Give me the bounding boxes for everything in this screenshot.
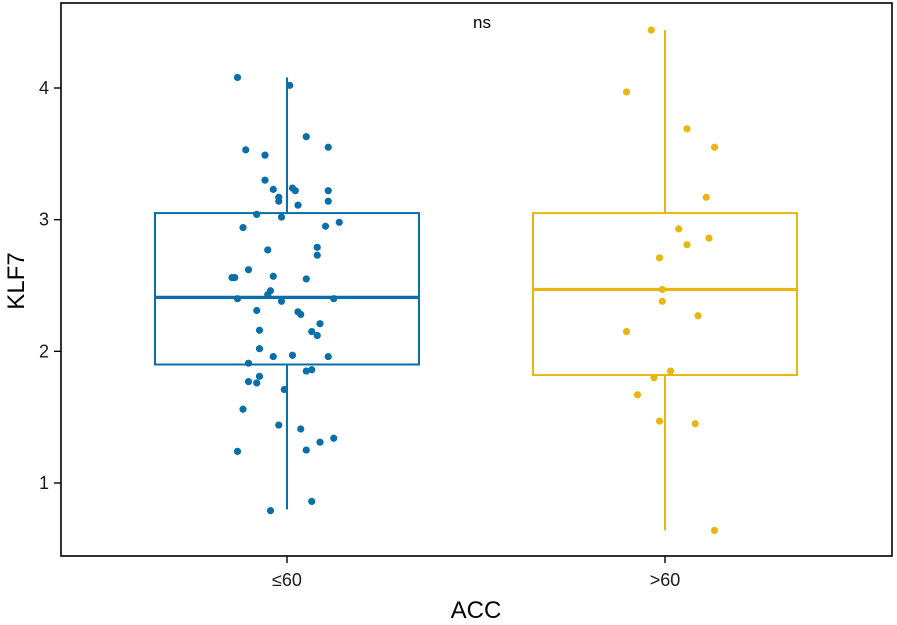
data-point — [324, 353, 332, 361]
data-point — [683, 125, 691, 133]
data-point — [264, 246, 272, 254]
data-point — [255, 345, 264, 353]
data-point — [324, 197, 332, 205]
data-point — [253, 379, 261, 387]
data-point — [302, 446, 310, 454]
data-point — [330, 434, 338, 442]
data-point — [253, 210, 261, 218]
data-point — [324, 187, 332, 195]
data-point — [239, 223, 247, 232]
data-point — [324, 143, 332, 151]
data-point — [261, 176, 269, 184]
data-point — [294, 201, 302, 209]
chart-marks — [154, 26, 798, 535]
data-point — [269, 353, 277, 361]
data-point — [277, 297, 286, 305]
data-point — [286, 81, 294, 89]
data-point — [705, 234, 713, 242]
x-tick-label: ≤60 — [272, 570, 302, 590]
data-point — [269, 272, 277, 280]
data-point — [683, 241, 691, 249]
y-tick-label: 3 — [39, 210, 49, 230]
data-point — [313, 331, 321, 340]
data-point — [288, 351, 297, 359]
y-tick-label: 1 — [39, 473, 49, 493]
data-point — [266, 507, 275, 515]
data-point — [233, 295, 242, 303]
data-point — [244, 266, 253, 274]
data-point — [622, 327, 631, 336]
data-point — [269, 185, 277, 193]
data-point — [650, 374, 658, 382]
data-point — [242, 146, 250, 154]
data-point — [261, 151, 269, 159]
data-point — [675, 225, 683, 233]
significance-annotation: ns — [473, 13, 491, 32]
data-point — [321, 222, 330, 230]
data-point — [253, 306, 261, 315]
data-point — [277, 213, 286, 221]
data-point — [291, 187, 299, 195]
iqr-box — [154, 212, 420, 366]
box-group — [154, 73, 420, 515]
iqr-box — [532, 212, 798, 377]
data-point — [308, 327, 316, 336]
data-point — [297, 425, 305, 433]
data-point — [335, 218, 343, 226]
data-point — [691, 420, 699, 428]
data-point — [302, 275, 310, 283]
data-point — [233, 447, 242, 455]
data-point — [308, 366, 316, 374]
data-point — [280, 385, 288, 394]
data-point — [658, 285, 666, 294]
data-point — [275, 197, 283, 205]
x-axis-title: ACC — [451, 597, 502, 624]
y-axis-title: KLF7 — [3, 252, 30, 309]
data-point — [655, 417, 664, 425]
data-point — [666, 367, 675, 375]
data-point — [330, 295, 338, 303]
chart-axes: ≤60 >60 1 2 3 4 — [39, 78, 680, 590]
data-point — [233, 73, 242, 82]
data-point — [255, 372, 264, 380]
data-point — [647, 26, 655, 34]
data-point — [302, 133, 310, 141]
data-point — [275, 421, 283, 429]
data-point — [702, 193, 710, 201]
data-point — [297, 310, 305, 319]
data-point — [239, 405, 247, 413]
box-group — [532, 26, 798, 535]
data-point — [622, 88, 631, 96]
data-point — [710, 526, 719, 535]
data-point — [244, 359, 253, 367]
data-point — [658, 297, 666, 305]
y-tick-label: 2 — [39, 341, 49, 361]
data-point — [308, 497, 316, 506]
data-point — [694, 312, 702, 320]
data-point — [264, 291, 272, 299]
data-point — [302, 367, 310, 375]
data-point — [244, 378, 253, 386]
data-point — [655, 254, 664, 262]
data-point — [228, 274, 236, 282]
data-point — [633, 391, 642, 399]
data-point — [316, 320, 324, 328]
plot-panel-border — [60, 2, 893, 557]
y-tick-label: 4 — [39, 78, 49, 98]
data-point — [255, 326, 264, 334]
data-point — [313, 251, 321, 259]
x-tick-label: >60 — [650, 570, 681, 590]
data-point — [313, 243, 321, 251]
data-point — [316, 438, 324, 446]
data-point — [710, 143, 719, 151]
